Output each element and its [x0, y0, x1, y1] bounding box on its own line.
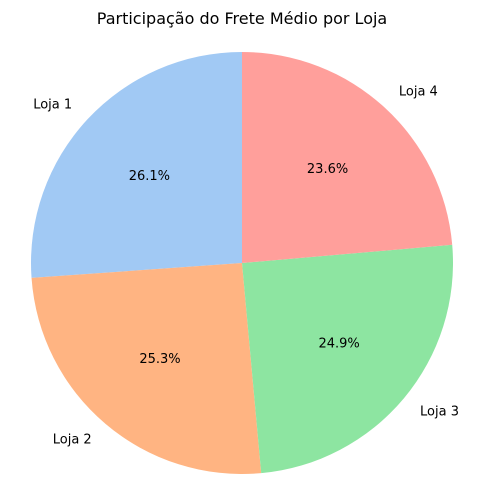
category-label-loja-3: Loja 3: [420, 404, 459, 419]
percent-label-loja-4: 23.6%: [307, 162, 348, 177]
pie-labels: Loja 1 26.1% Loja 2 25.3% Loja 3 24.9% Loja 4 2…: [33, 84, 459, 447]
pie-slices: [30, 52, 454, 474]
pie-slice-loja-1: [30, 52, 243, 278]
category-label-loja-4: Loja 4: [399, 84, 438, 99]
pie-slice-loja-4: [242, 52, 453, 263]
category-label-loja-1: Loja 1: [33, 97, 72, 112]
percent-label-loja-3: 24.9%: [318, 337, 359, 352]
pie-slice-loja-3: [242, 244, 454, 474]
pie-slice-loja-2: [31, 263, 262, 474]
category-label-loja-2: Loja 2: [53, 432, 92, 447]
percent-label-loja-1: 26.1%: [129, 169, 170, 184]
chart-title: Participação do Frete Médio por Loja: [97, 9, 387, 28]
percent-label-loja-2: 25.3%: [139, 352, 180, 367]
